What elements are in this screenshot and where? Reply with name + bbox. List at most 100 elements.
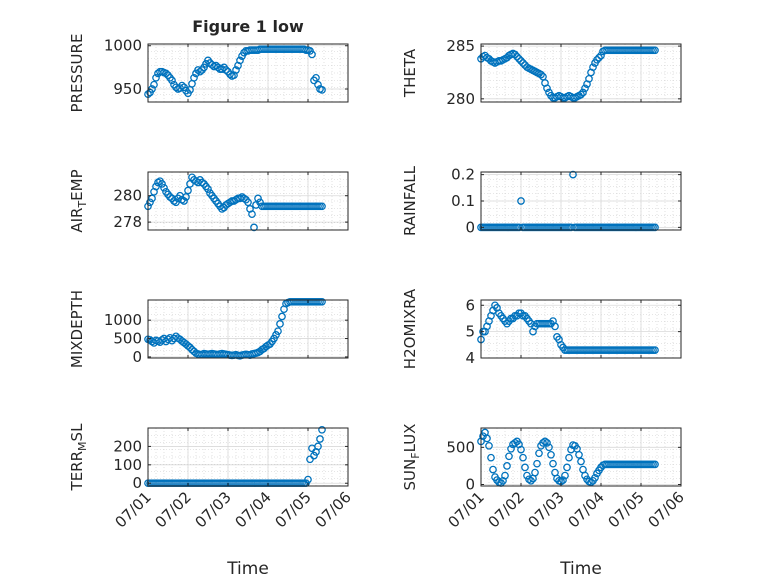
- data-point: [148, 194, 156, 203]
- data-point: [507, 444, 515, 453]
- data-point: [531, 468, 539, 477]
- data-point: [318, 86, 326, 94]
- data-point: [160, 183, 168, 192]
- y-tick-label: 0: [132, 348, 142, 366]
- data-point: [226, 70, 234, 79]
- data-point: [503, 462, 511, 470]
- data-point: [152, 73, 160, 82]
- series-markers: [144, 173, 326, 232]
- data-point: [146, 198, 154, 207]
- y-tick-label: 500: [113, 330, 142, 348]
- data-point: [308, 50, 316, 59]
- data-point: [651, 460, 659, 469]
- data-point: [318, 425, 326, 434]
- data-point: [535, 449, 543, 458]
- subplot-2: 280 285 THETA: [401, 37, 682, 108]
- data-point: [561, 471, 569, 480]
- data-point: [276, 320, 284, 328]
- data-point: [479, 432, 487, 441]
- data-point: [577, 457, 585, 466]
- y-tick-label: 6: [465, 296, 475, 314]
- data-point: [162, 69, 170, 78]
- data-point: [232, 66, 240, 74]
- data-point: [513, 52, 521, 61]
- data-point: [575, 450, 583, 459]
- data-point: [521, 463, 529, 472]
- y-tick-label: 0.1: [451, 192, 475, 210]
- data-point: [318, 297, 326, 306]
- data-point: [168, 76, 176, 85]
- y-tick-label: 0: [465, 476, 475, 494]
- series-markers: [144, 45, 326, 99]
- data-point: [196, 67, 204, 76]
- y-tick-label: 950: [113, 80, 142, 98]
- data-point: [198, 178, 206, 187]
- data-point: [184, 186, 192, 195]
- subplot-4: 0 0.1 0.2 RAINFALL: [401, 165, 682, 236]
- data-point: [563, 463, 571, 472]
- y-tick-label: 1000: [104, 311, 142, 329]
- data-point: [651, 346, 659, 354]
- data-point: [186, 343, 194, 352]
- y-axis-label: PRESSURE: [68, 34, 86, 113]
- data-point: [547, 450, 555, 459]
- data-point: [519, 453, 527, 462]
- data-point: [577, 90, 585, 99]
- y-tick-label: 4: [465, 349, 475, 367]
- data-point: [272, 331, 280, 339]
- y-axis-label: THETA: [401, 48, 419, 98]
- data-point: [304, 475, 312, 484]
- y-tick-label: 0: [132, 474, 142, 492]
- data-point: [559, 476, 567, 484]
- data-point: [581, 84, 589, 93]
- data-point: [579, 88, 587, 97]
- data-point: [501, 471, 509, 480]
- y-tick-label: 100: [113, 456, 142, 474]
- data-point: [537, 70, 545, 79]
- data-point: [222, 66, 230, 74]
- data-point: [517, 445, 525, 454]
- axes-frame: [147, 43, 349, 103]
- data-point: [517, 57, 525, 65]
- data-point: [186, 180, 194, 188]
- data-point: [204, 185, 212, 193]
- y-tick-label: 285: [446, 37, 475, 55]
- x-axis-label: Time: [226, 559, 269, 579]
- data-point: [485, 441, 493, 450]
- y-tick-label: 5: [465, 323, 475, 341]
- series-markers: [144, 297, 326, 360]
- data-point: [587, 478, 595, 487]
- data-point: [539, 439, 547, 447]
- data-point: [158, 180, 166, 188]
- y-tick-label: 280: [446, 90, 475, 108]
- data-point: [254, 194, 262, 203]
- data-point: [487, 453, 495, 462]
- axes-frame: [480, 299, 682, 359]
- data-point: [190, 73, 198, 82]
- data-point: [515, 54, 523, 63]
- data-point: [244, 198, 252, 207]
- data-point: [248, 210, 256, 219]
- data-point: [182, 193, 190, 201]
- data-point: [527, 476, 535, 485]
- data-point: [316, 435, 324, 443]
- data-point: [314, 442, 322, 451]
- y-tick-label: 1000: [104, 37, 142, 55]
- axes-frame: [147, 299, 349, 359]
- data-point: [523, 471, 531, 480]
- y-axis-label: SUNFLUX: [401, 424, 422, 491]
- data-point: [543, 439, 551, 447]
- data-point: [312, 73, 320, 82]
- data-point: [180, 197, 188, 205]
- y-axis-label: H2OMIXRA: [401, 288, 419, 369]
- data-point: [651, 46, 659, 55]
- y-axis-label: AIRTEMP: [68, 169, 89, 232]
- y-tick-label: 278: [113, 213, 142, 231]
- axes-frame: [480, 427, 682, 487]
- data-point: [505, 452, 513, 461]
- data-point: [483, 434, 491, 443]
- data-point: [517, 197, 525, 205]
- data-point: [274, 327, 282, 336]
